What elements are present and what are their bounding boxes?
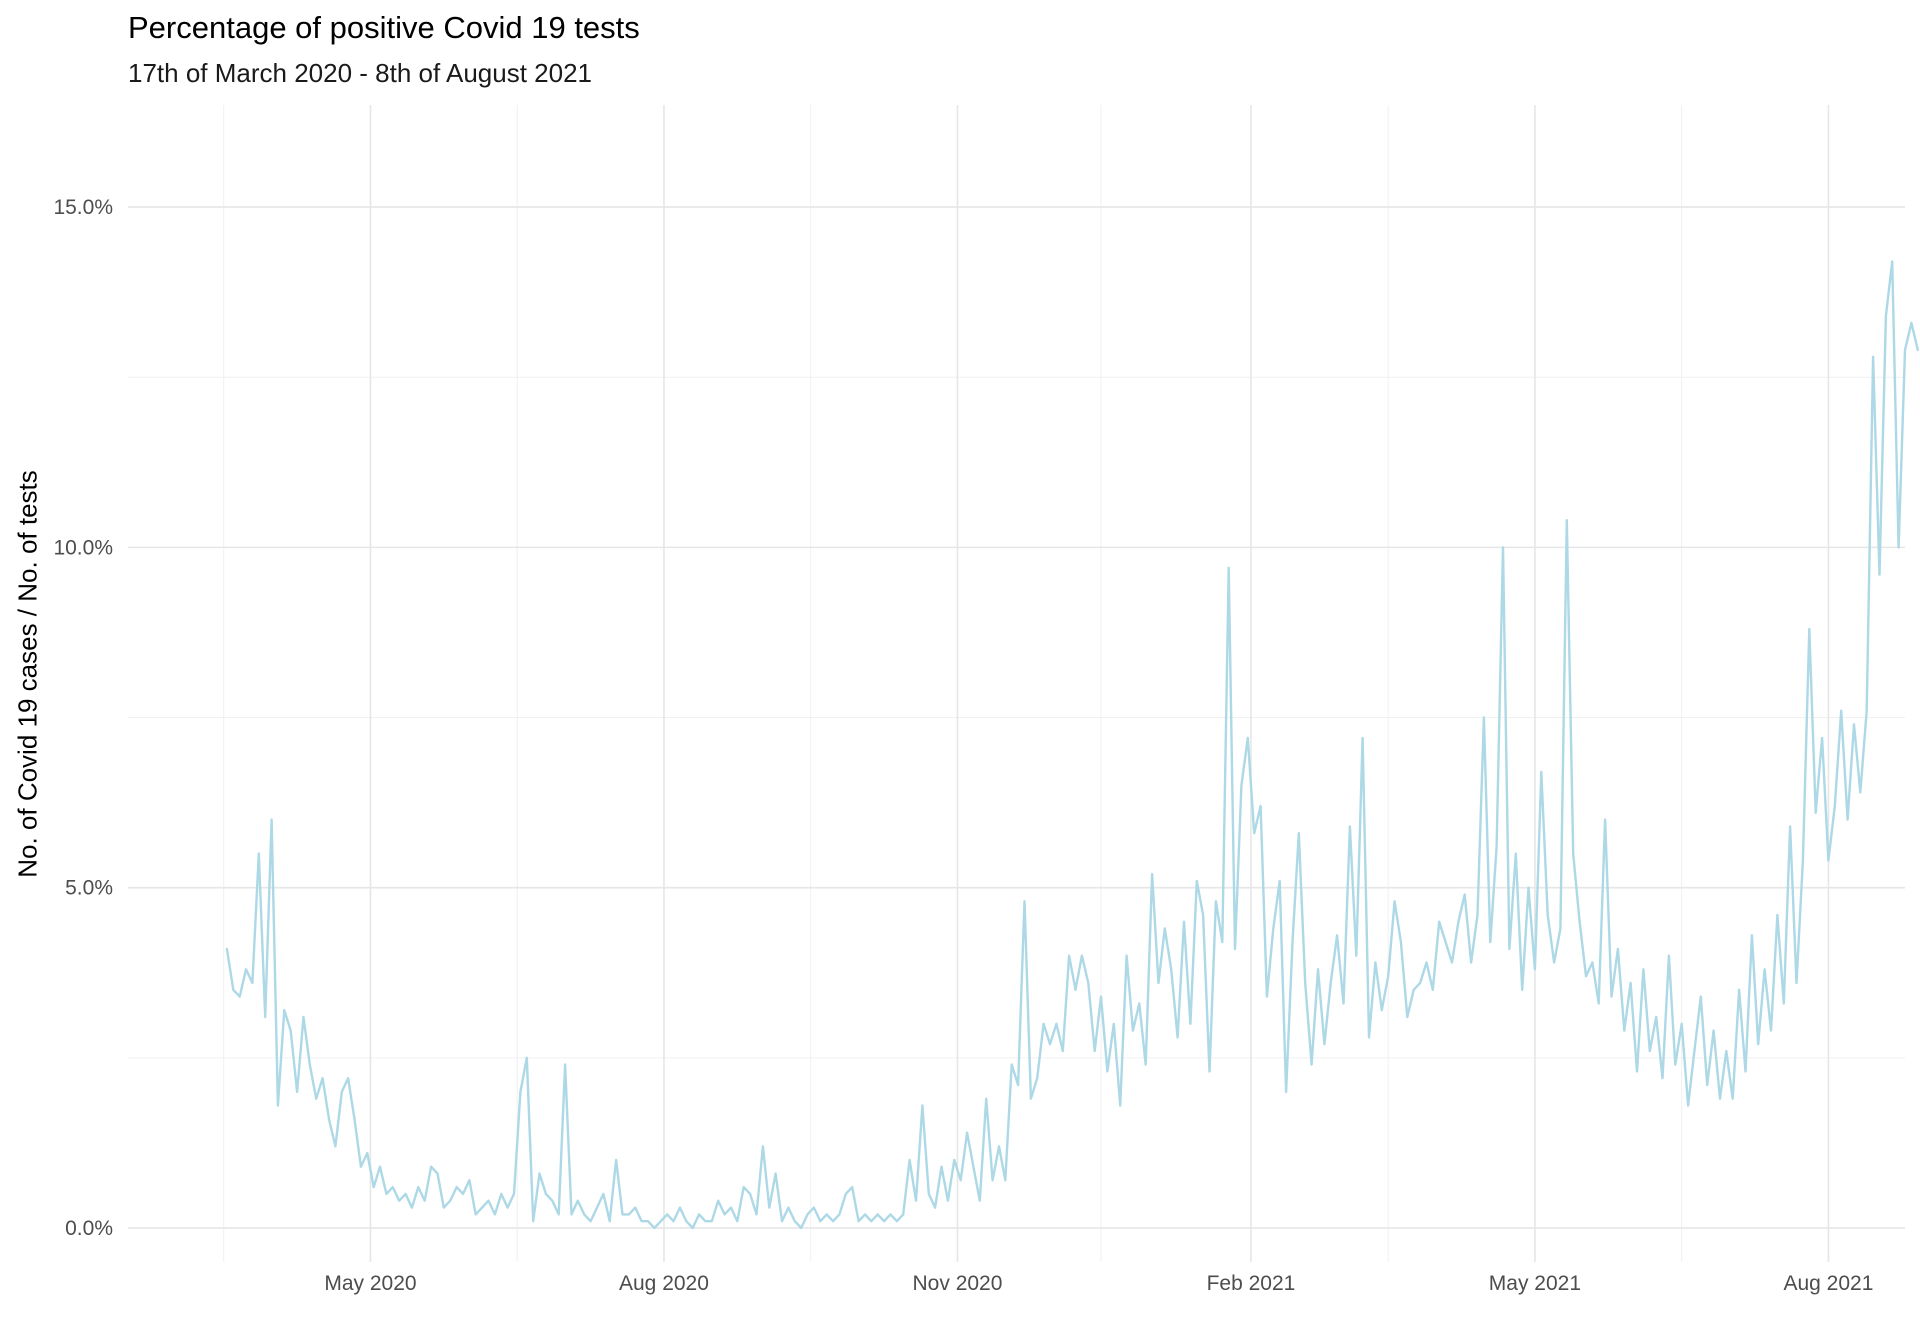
chart-title: Percentage of positive Covid 19 tests (128, 10, 640, 45)
y-tick-labels: 0.0% 5.0% 10.0% 15.0% (53, 196, 113, 1240)
y-tick-label: 0.0% (65, 1217, 113, 1240)
chart-subtitle: 17th of March 2020 - 8th of August 2021 (128, 58, 592, 88)
x-tick-label: Aug 2021 (1783, 1272, 1873, 1295)
x-tick-label: May 2021 (1489, 1272, 1581, 1295)
series-group (225, 260, 1920, 1230)
major-gridlines (128, 105, 1905, 1262)
y-tick-label: 10.0% (53, 536, 113, 559)
x-tick-label: Feb 2021 (1207, 1272, 1296, 1295)
x-tick-label: Nov 2020 (913, 1272, 1003, 1295)
minor-gridlines (128, 105, 1905, 1262)
series-line-0 (225, 260, 1920, 1230)
x-tick-label: Aug 2020 (619, 1272, 709, 1295)
x-tick-labels: May 2020 Aug 2020 Nov 2020 Feb 2021 May 2021… (324, 1272, 1873, 1295)
x-tick-label: May 2020 (324, 1272, 416, 1295)
y-tick-label: 5.0% (65, 877, 113, 900)
y-tick-label: 15.0% (53, 196, 113, 219)
